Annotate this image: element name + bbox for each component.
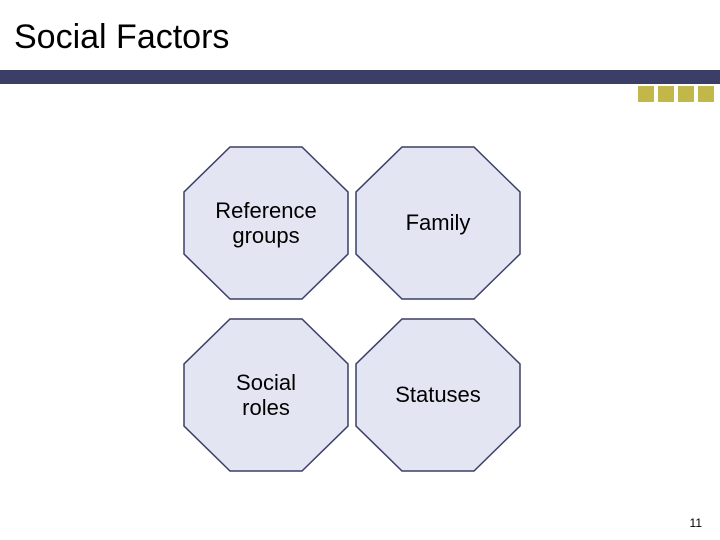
octagon-family: Family xyxy=(352,143,524,303)
octagon-label: Statuses xyxy=(352,315,524,475)
decor-square xyxy=(638,86,654,102)
header-band xyxy=(0,70,720,84)
octagon-social-roles: Socialroles xyxy=(180,315,352,475)
octagon-statuses: Statuses xyxy=(352,315,524,475)
octagon-label: Family xyxy=(352,143,524,303)
octagon-label: Referencegroups xyxy=(180,143,352,303)
page-number: 11 xyxy=(690,516,702,530)
decor-square xyxy=(678,86,694,102)
decor-square xyxy=(658,86,674,102)
decor-square xyxy=(698,86,714,102)
corner-squares xyxy=(638,86,714,102)
octagon-label: Socialroles xyxy=(180,315,352,475)
diagram-grid: Referencegroups Family Socialroles Statu… xyxy=(180,143,524,475)
page-title: Social Factors xyxy=(14,18,229,57)
octagon-reference-groups: Referencegroups xyxy=(180,143,352,303)
